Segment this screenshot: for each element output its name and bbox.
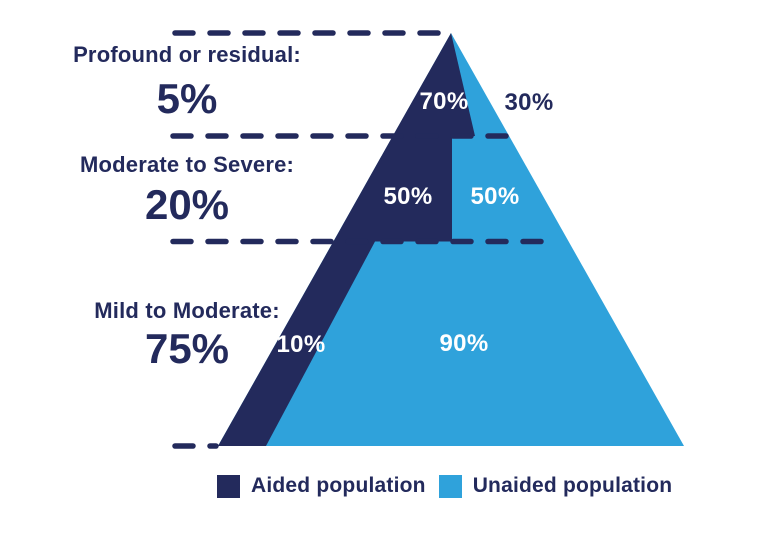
tier2-unaided-pct: 50% — [470, 183, 520, 210]
tier3-unaided-pct: 90% — [439, 330, 489, 357]
legend-item-unaided: Unaided population — [438, 474, 673, 498]
tier2-aided-pct: 50% — [383, 183, 433, 210]
legend-item-aided: Aided population — [217, 474, 426, 498]
tier1-unaided-pct: 30% — [504, 89, 554, 116]
severity-value-tier2: 20% — [144, 181, 230, 228]
aided-swatch-icon — [217, 474, 240, 498]
tier3-aided-pct: 10% — [276, 331, 326, 358]
severity-value-block-tier2: 20% — [57, 181, 317, 229]
legend: Aided population Unaided population — [217, 474, 672, 498]
severity-label-tier3: Mild to Moderate: — [57, 298, 317, 324]
tier1-aided-pct: 70% — [419, 88, 469, 115]
pyramid-aided-tier1 — [392, 33, 475, 136]
severity-value-tier1: 5% — [156, 75, 218, 122]
severity-value-tier3: 75% — [144, 325, 230, 372]
severity-value-block-tier3: 75% — [57, 325, 317, 373]
unaided-swatch-icon — [438, 474, 462, 498]
unaided-legend-label: Unaided population — [472, 474, 673, 497]
pyramid-aided-tier3 — [218, 241, 375, 446]
severity-label-tier2: Moderate to Severe: — [57, 152, 317, 178]
severity-title-tier3: Mild to Moderate: — [94, 298, 280, 323]
severity-title-tier2: Moderate to Severe: — [79, 152, 295, 177]
aided-legend-label: Aided population — [251, 474, 426, 497]
pyramid-aided-tier2 — [333, 136, 452, 242]
severity-title-tier1: Profound or residual: — [73, 42, 301, 67]
severity-value-block-tier1: 5% — [57, 75, 317, 123]
severity-label-tier1: Profound or residual: — [57, 42, 317, 68]
